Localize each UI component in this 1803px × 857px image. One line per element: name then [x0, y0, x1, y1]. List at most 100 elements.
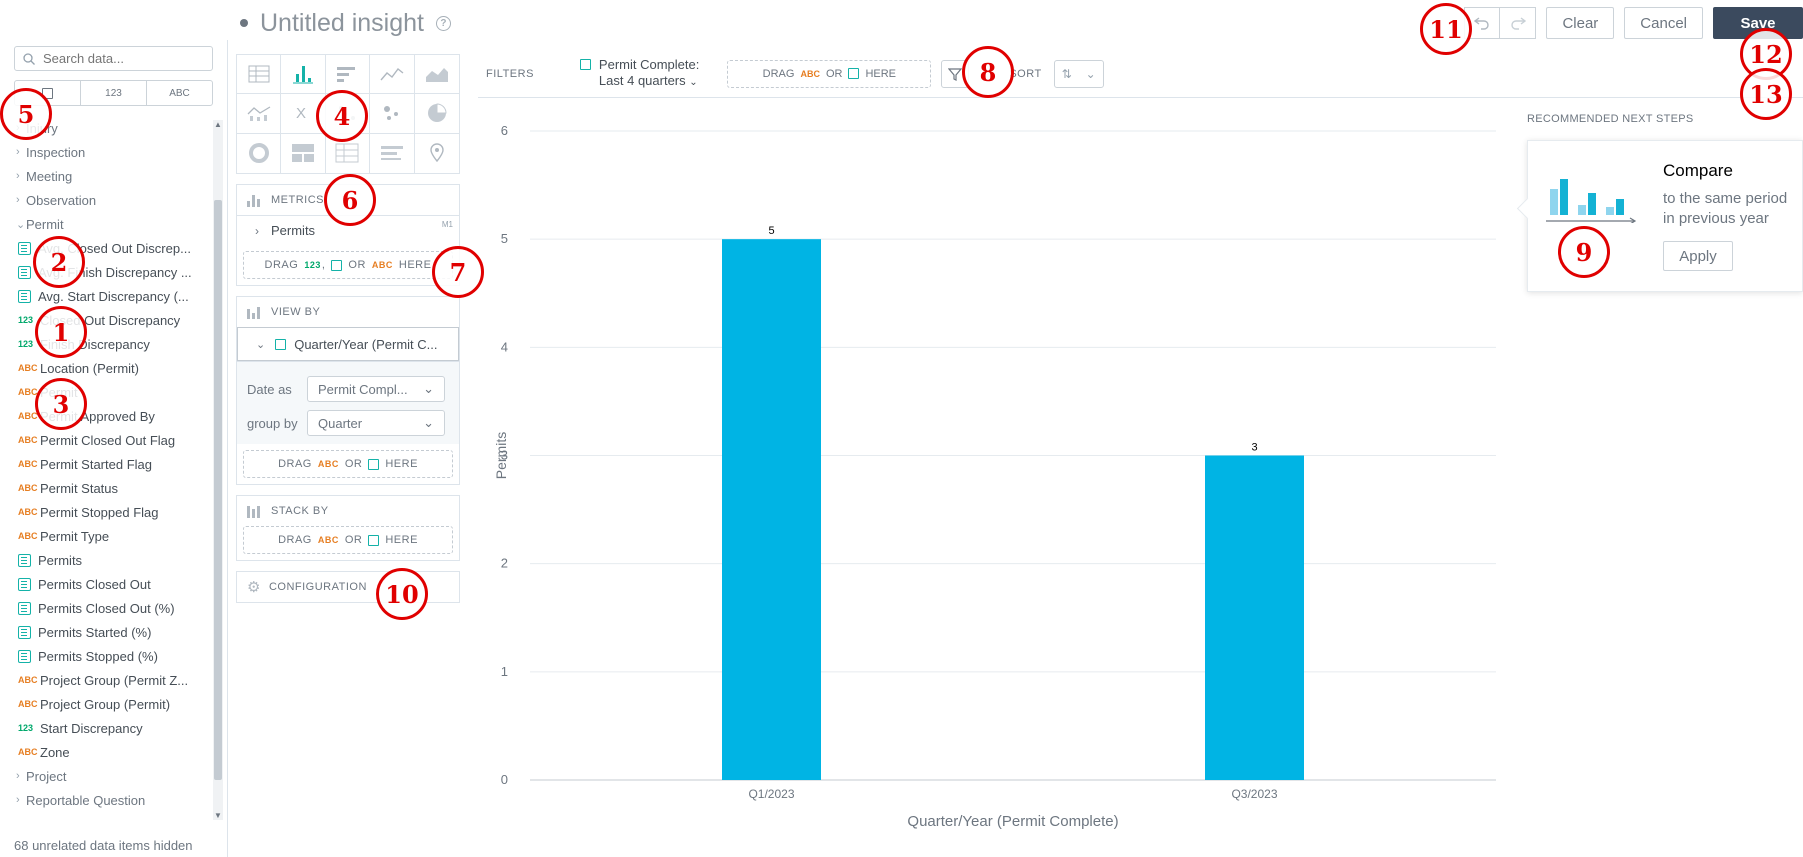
- catalog-item[interactable]: Permits Stopped (%): [0, 644, 212, 668]
- clear-button[interactable]: Clear: [1546, 7, 1615, 39]
- viz-geo-icon[interactable]: [415, 134, 459, 173]
- stackby-bucket: STACK BY DRAG ABC OR HERE: [236, 495, 460, 561]
- catalog-group[interactable]: › Meeting: [0, 164, 212, 188]
- viz-treemap-icon[interactable]: [281, 133, 326, 173]
- viewby-item-quarter[interactable]: ⌄ Quarter/Year (Permit C...: [237, 327, 459, 361]
- insight-title[interactable]: Untitled insight: [260, 8, 424, 37]
- catalog-label: Zone: [40, 744, 70, 760]
- catalog-item[interactable]: ABC Permit Approved By: [0, 404, 212, 428]
- catalog-label: Observation: [26, 192, 97, 208]
- catalog-item[interactable]: ABC Permit Started Flag: [0, 452, 212, 476]
- viewby-drop-zone[interactable]: DRAG ABC OR HERE: [243, 450, 453, 478]
- metric-tag: M1: [441, 220, 453, 229]
- viz-heatmap-icon[interactable]: [326, 133, 371, 173]
- catalog-item[interactable]: ABC Permit Closed Out Flag: [0, 428, 212, 452]
- cancel-button[interactable]: Cancel: [1624, 7, 1703, 39]
- viz-area-icon[interactable]: [414, 55, 459, 95]
- filter-bar: FILTERS Permit Complete: Last 4 quarters…: [478, 50, 1803, 98]
- date-as-select[interactable]: Permit Compl... ⌄: [307, 376, 445, 402]
- viz-bar-icon[interactable]: [325, 55, 371, 95]
- viz-table-icon[interactable]: [237, 55, 282, 95]
- viz-combo-icon[interactable]: [237, 94, 282, 134]
- catalog-item[interactable]: Permits Closed Out: [0, 572, 212, 596]
- annotation-marker: 10: [376, 568, 428, 620]
- visualization-picker: X: [236, 54, 460, 174]
- catalog-item[interactable]: ABC Permit Type: [0, 524, 212, 548]
- catalog-item[interactable]: ABC Project Group (Permit): [0, 692, 212, 716]
- viz-line-icon[interactable]: [370, 55, 415, 95]
- type-filter-numbers[interactable]: 123: [81, 81, 147, 105]
- chevron-down-icon[interactable]: ⌄: [256, 338, 266, 351]
- annotation-marker: 8: [962, 46, 1014, 98]
- annotation-marker: 2: [33, 236, 85, 288]
- data-catalog-panel: 123 ABC ›Injury›Inspection›Meeting›Obser…: [0, 40, 228, 857]
- catalog-item[interactable]: ABC Location (Permit): [0, 356, 212, 380]
- type-filter-text[interactable]: ABC: [169, 87, 190, 99]
- funnel-icon: [948, 67, 963, 81]
- catalog-item[interactable]: Permits Closed Out (%): [0, 596, 212, 620]
- catalog-group[interactable]: › Inspection: [0, 140, 212, 164]
- catalog-item[interactable]: Permits Started (%): [0, 620, 212, 644]
- metric-icon: [18, 649, 31, 663]
- filter-drop-zone[interactable]: DRAG ABC OR HERE: [727, 59, 932, 88]
- catalog-label: Project Group (Permit): [40, 696, 171, 712]
- viz-donut-icon[interactable]: [237, 133, 282, 173]
- catalog-scrollbar[interactable]: ▲ ▼: [213, 120, 223, 820]
- scroll-thumb[interactable]: [214, 200, 222, 780]
- search-input[interactable]: [43, 51, 203, 66]
- attribute-icon: ABC: [18, 675, 38, 685]
- catalog-group[interactable]: › Observation: [0, 188, 212, 212]
- bar[interactable]: [722, 239, 821, 780]
- stackby-drop-zone[interactable]: DRAG ABC OR HERE: [243, 526, 453, 554]
- catalog-item[interactable]: 123 Start Discrepancy: [0, 716, 212, 740]
- catalog-item[interactable]: ABC Project Group (Permit Z...: [0, 668, 212, 692]
- catalog-item[interactable]: Permits: [0, 548, 212, 572]
- group-by-select[interactable]: Quarter ⌄: [307, 410, 445, 436]
- redo-icon: [1511, 17, 1526, 30]
- catalog-item[interactable]: ABC Permit Status: [0, 476, 212, 500]
- bar-chart: 0 1 2 3 4 5 6 5 Q1/2023 3 Q3/2023 Quarter/Year (Per…: [493, 123, 1496, 830]
- group-by-label: group by: [247, 415, 298, 431]
- catalog-item[interactable]: 123 Closed Out Discrepancy: [0, 308, 212, 332]
- redo-button[interactable]: [1500, 7, 1537, 39]
- apply-button[interactable]: Apply: [1663, 241, 1733, 271]
- sort-button[interactable]: ⇅ ⌄: [1053, 59, 1104, 88]
- scroll-down-icon[interactable]: ▼: [214, 811, 222, 820]
- chevron-down-icon: ⌄: [689, 76, 698, 88]
- viz-bubble-icon[interactable]: [370, 94, 415, 134]
- catalog-item[interactable]: Avg. Closed Out Discrep...: [0, 236, 212, 260]
- chevron-right-icon[interactable]: ›: [255, 223, 259, 238]
- catalog-item[interactable]: ABC Permit Stopped Flag: [0, 500, 212, 524]
- catalog-item[interactable]: ABC Zone: [0, 740, 212, 764]
- metrics-drop-zone[interactable]: DRAG 123, OR ABC HERE: [243, 251, 453, 279]
- viewby-settings: Date as Permit Compl... ⌄ group by Quarte…: [237, 361, 459, 444]
- catalog-group[interactable]: ⌄ Permit: [0, 212, 212, 236]
- catalog-label: Meeting: [26, 168, 73, 184]
- catalog-label: Permit Status: [40, 480, 119, 496]
- catalog-label: Reportable Question: [26, 792, 146, 808]
- catalog-item[interactable]: Avg. Start Discrepancy (...: [0, 284, 212, 308]
- viz-bullet-icon[interactable]: [370, 133, 415, 173]
- bar[interactable]: [1205, 455, 1304, 781]
- chevron-right-icon: ›: [16, 146, 20, 158]
- viz-column-icon[interactable]: [281, 55, 326, 95]
- catalog-label: Project Group (Permit Z...: [40, 672, 189, 688]
- recommendation-description: to the same period in previous year: [1663, 190, 1788, 227]
- configuration-header[interactable]: ⚙ CONFIGURATION: [247, 579, 367, 596]
- chevron-right-icon: ›: [16, 770, 20, 782]
- catalog-item[interactable]: 123 Finish Discrepancy: [0, 332, 212, 356]
- date-icon: [579, 58, 591, 70]
- date-filter-chip[interactable]: Permit Complete: Last 4 quarters ⌄: [579, 57, 699, 91]
- scroll-up-icon[interactable]: ▲: [214, 120, 222, 129]
- attribute-icon: ABC: [18, 531, 38, 541]
- fact-icon: 123: [18, 723, 34, 733]
- catalog-item[interactable]: Avg. Finish Discrepancy ...: [0, 260, 212, 284]
- viz-pie-icon[interactable]: [414, 94, 459, 134]
- catalog-group[interactable]: › Reportable Question: [0, 788, 212, 812]
- attribute-icon: ABC: [18, 483, 38, 493]
- catalog-group[interactable]: › Project: [0, 764, 212, 788]
- catalog-list: ›Injury›Inspection›Meeting›Observation⌄P…: [0, 116, 212, 826]
- help-icon[interactable]: ?: [435, 15, 451, 31]
- metric-icon: [18, 601, 31, 615]
